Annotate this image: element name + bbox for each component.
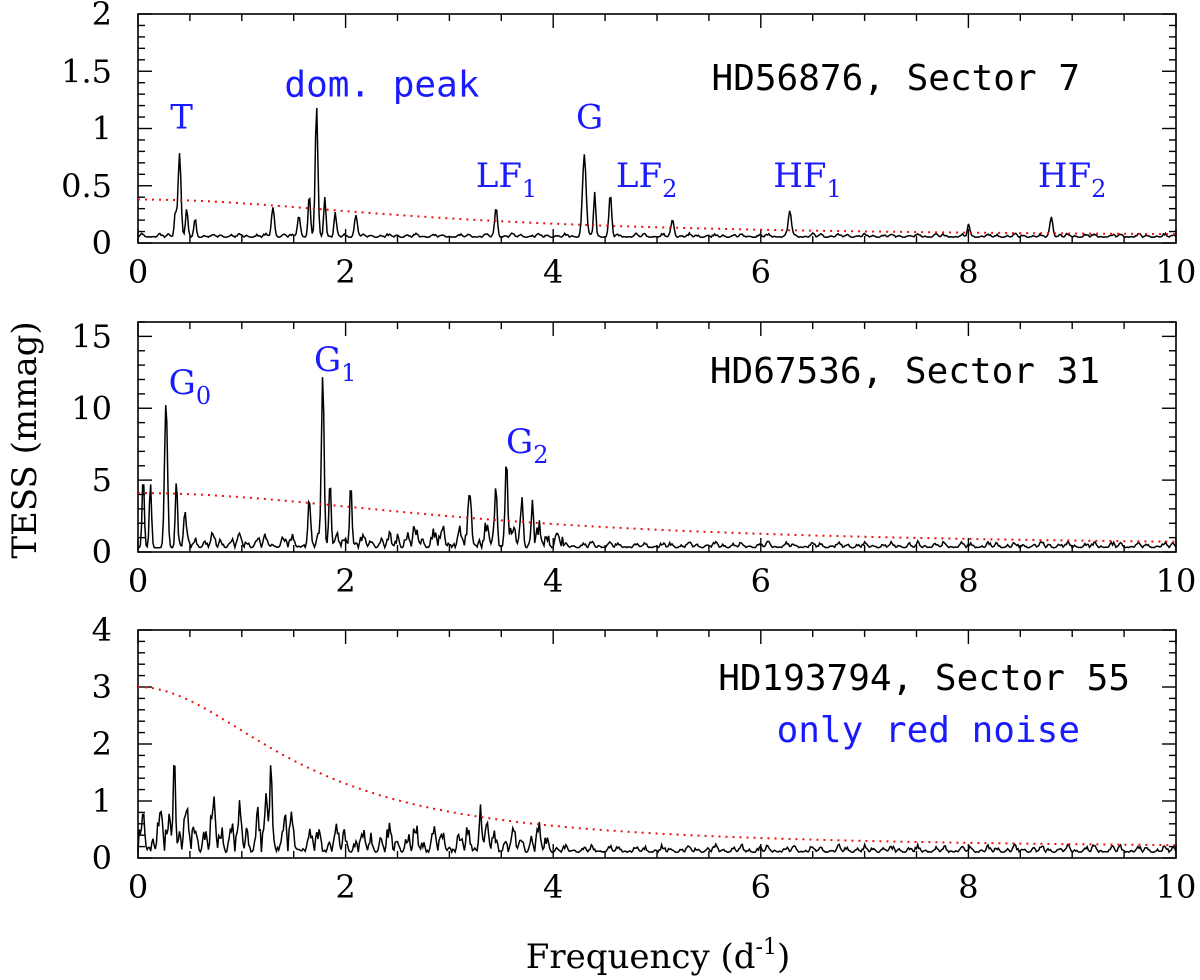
x-tick-label: 2	[335, 562, 355, 600]
x-tick-label: 4	[543, 562, 563, 600]
panel-title: HD56876, Sector 7	[712, 58, 1080, 99]
y-tick-label: 0.5	[61, 167, 112, 205]
peak-annotation: LF2	[616, 156, 677, 203]
y-tick-label: 2	[92, 0, 112, 33]
peak-annotation: LF1	[476, 156, 537, 203]
panel-title: HD67536, Sector 31	[710, 351, 1100, 392]
y-tick-label: 0	[92, 224, 112, 262]
x-tick-label: 10	[1156, 868, 1197, 906]
peak-annotation: G1	[314, 340, 356, 387]
x-axis-label: Frequency (d-1)	[526, 935, 790, 977]
x-tick-label: 8	[958, 868, 978, 906]
periodogram-series	[137, 377, 1177, 551]
y-tick-label: 2	[92, 725, 112, 763]
x-tick-label: 6	[751, 562, 771, 600]
periodogram-series	[137, 107, 1177, 239]
y-tick-label: 1	[92, 110, 112, 148]
x-tick-label: 2	[335, 868, 355, 906]
y-tick-label: 1.5	[61, 52, 112, 90]
peak-annotation: HF1	[773, 156, 842, 203]
peak-annotation: G2	[506, 422, 548, 469]
y-tick-label: 3	[92, 668, 112, 706]
peak-annotation: HF2	[1038, 156, 1107, 203]
y-tick-label: 0	[92, 533, 112, 571]
red-noise-fit	[138, 492, 1176, 543]
x-tick-label: 4	[543, 253, 563, 291]
y-axis-label: TESS (mmag)	[5, 321, 45, 558]
peak-annotation: G	[576, 98, 603, 138]
panel-3: 0 2 4 6 8 10 0 1 2 3 4 HD193794, Sector 55 only red …	[92, 611, 1197, 906]
x-tick-label: 6	[751, 253, 771, 291]
y-tick-label: 10	[71, 389, 112, 427]
x-tick-label: 10	[1156, 562, 1197, 600]
x-tick-label: 4	[543, 868, 563, 906]
x-tick-label: 0	[128, 562, 148, 600]
y-tick-label: 0	[92, 839, 112, 877]
peak-annotation: G0	[169, 363, 211, 410]
panel-subtitle: only red noise	[777, 710, 1080, 751]
red-noise-fit	[137, 686, 1176, 847]
x-tick-label: 0	[128, 253, 148, 291]
panel-title: HD193794, Sector 55	[718, 658, 1130, 699]
x-tick-label: 6	[751, 868, 771, 906]
y-tick-label: 5	[92, 461, 112, 499]
x-tick-label: 8	[958, 253, 978, 291]
periodogram-series	[137, 764, 1177, 855]
y-tick-label: 1	[92, 782, 112, 820]
y-tick-label: 15	[71, 317, 112, 355]
plot-frame	[137, 13, 1177, 244]
peak-annotation: T	[170, 98, 193, 138]
peak-annotation: dom. peak	[284, 64, 479, 105]
y-tick-label: 4	[92, 611, 112, 649]
x-tick-label: 10	[1156, 253, 1197, 291]
x-tick-label: 2	[335, 253, 355, 291]
red-noise-fit	[138, 198, 1177, 236]
x-tick-label: 8	[958, 562, 978, 600]
x-tick-label: 0	[128, 868, 148, 906]
panel-2: 0 2 4 6 8 10 0 5 10 15 HD67536, Sector 31 G0 G1 G2	[71, 317, 1196, 600]
